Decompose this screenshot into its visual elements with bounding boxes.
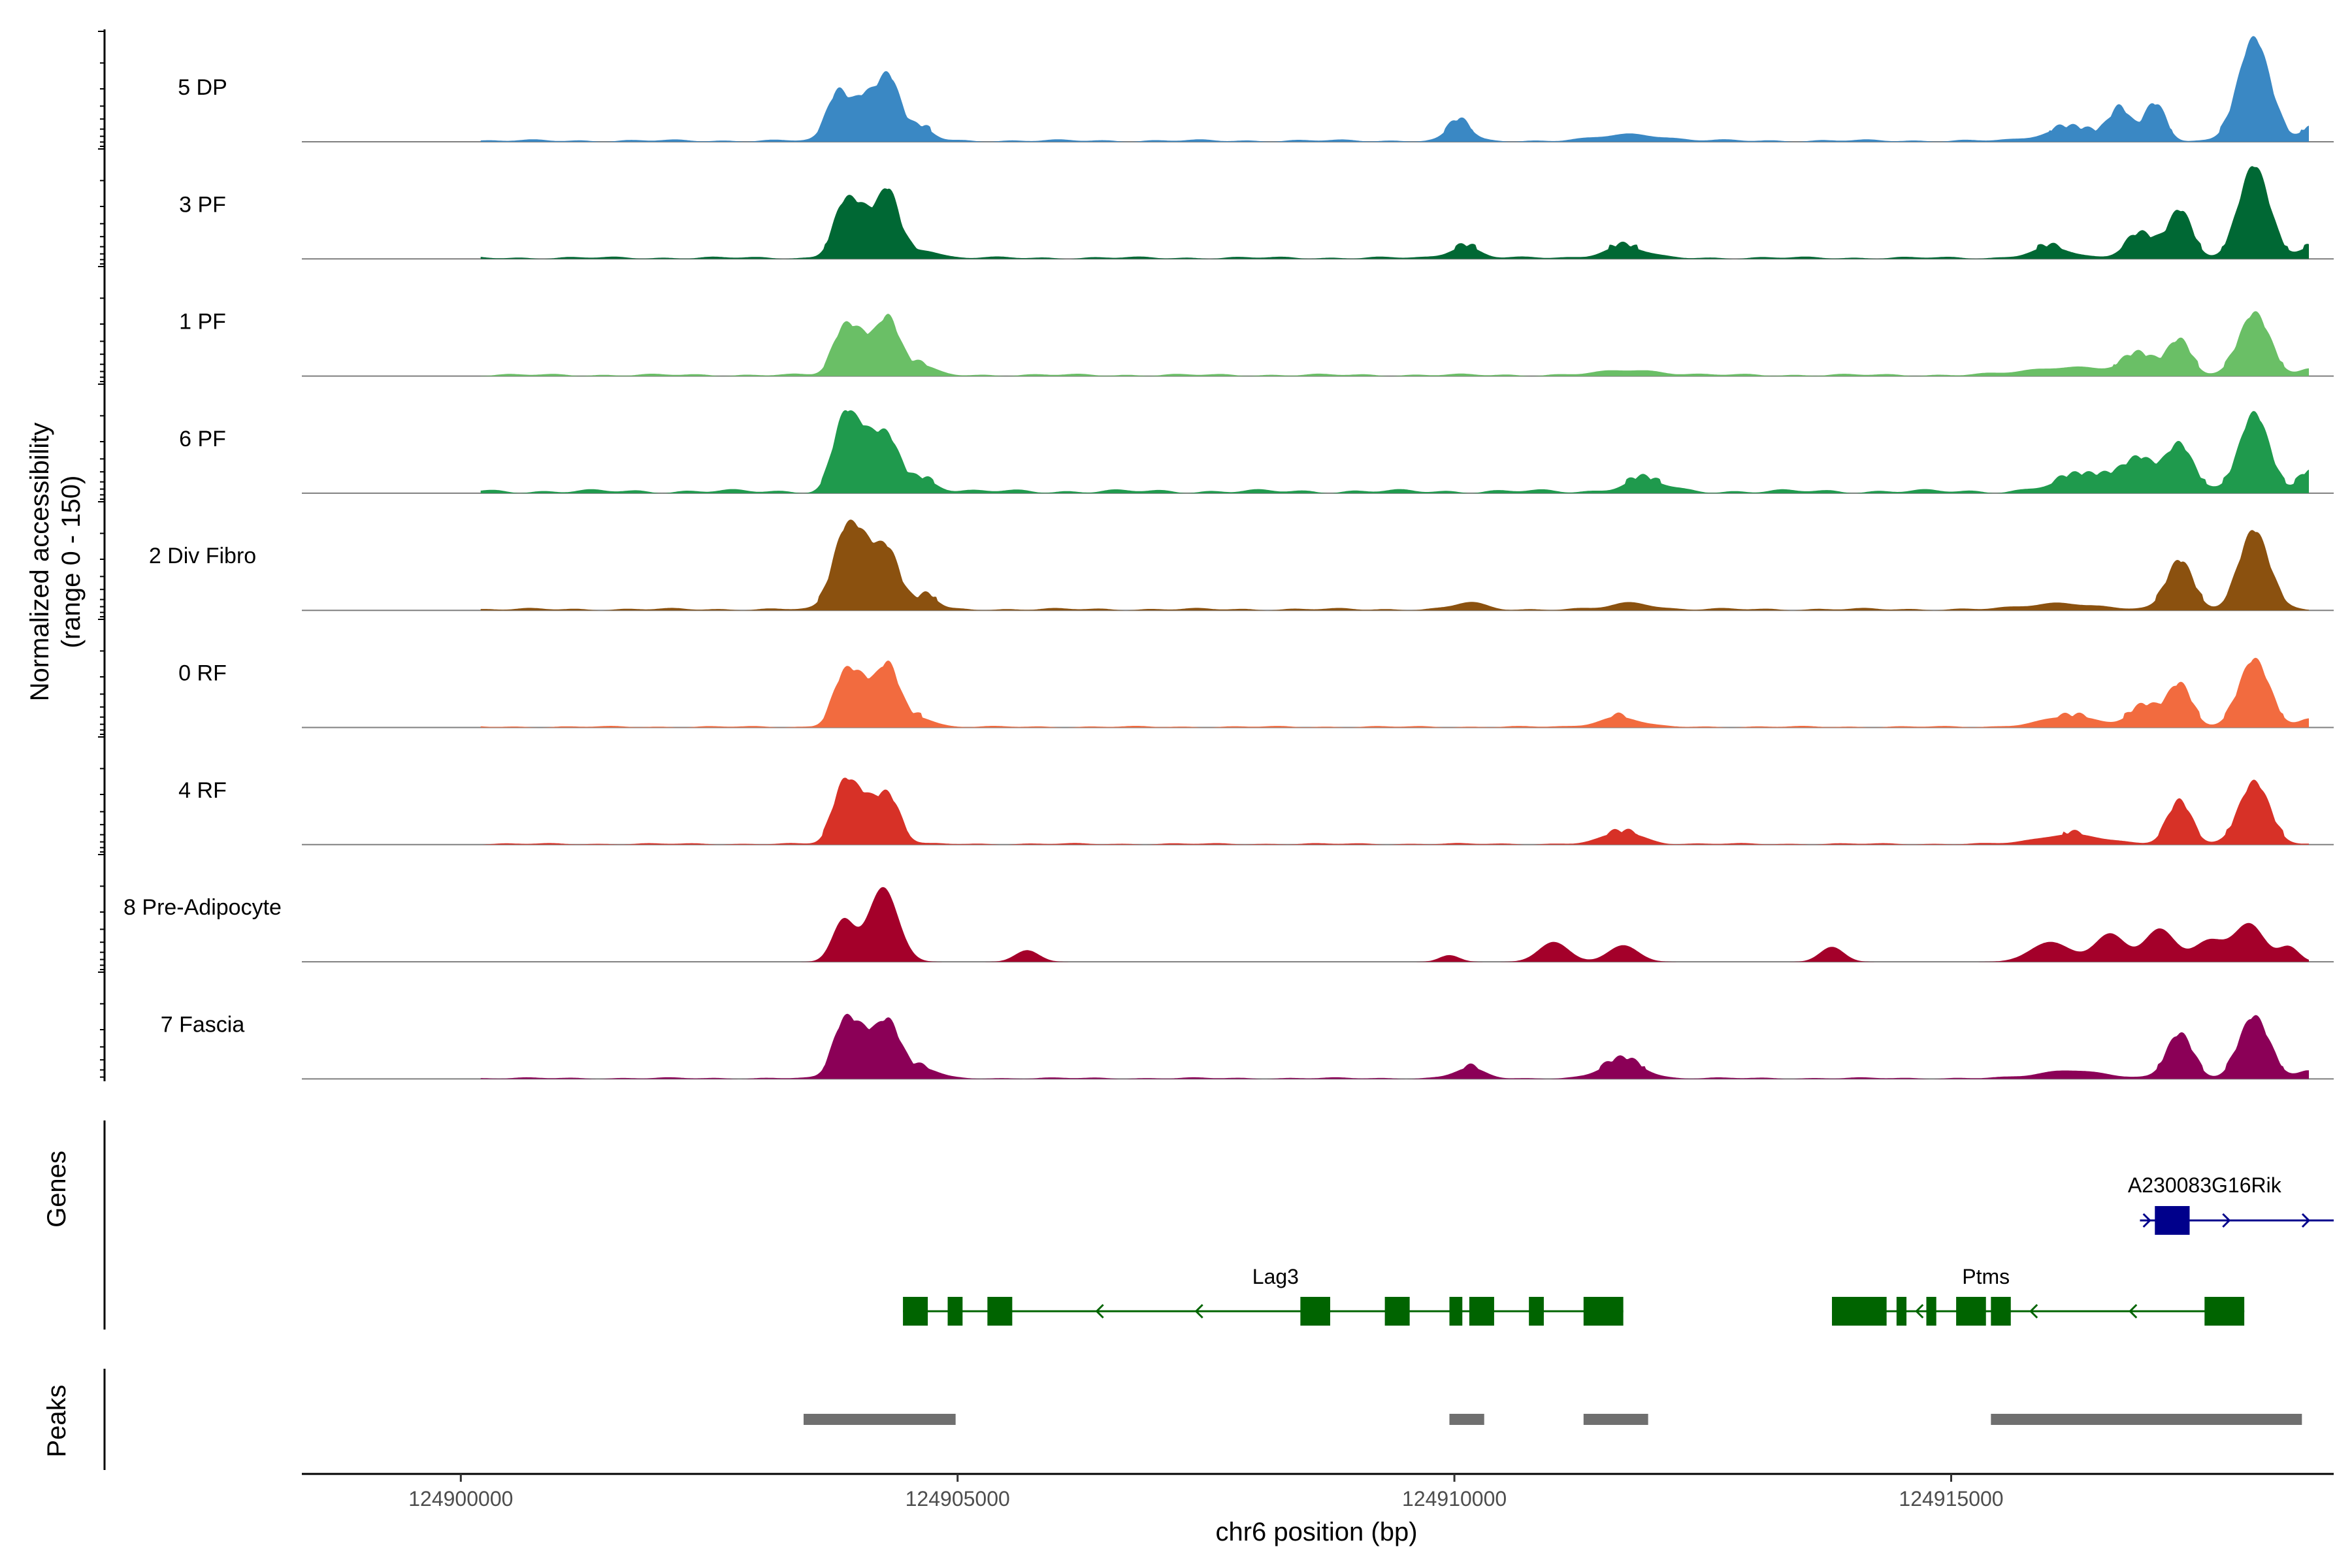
x-tick-label: 124910000 <box>1402 1487 1507 1511</box>
peak-regions <box>803 1414 2302 1425</box>
strand-arrow-icon <box>2301 1213 2311 1228</box>
coverage-area <box>480 657 2310 728</box>
track-1-pf: 1 PF <box>179 310 2334 377</box>
coverage-area <box>480 887 2310 962</box>
coverage-area <box>480 410 2310 493</box>
x-tick-label: 124905000 <box>906 1487 1010 1511</box>
coverage-area <box>480 36 2310 142</box>
gene-ptms: Ptms <box>1832 1265 2245 1326</box>
coverage-area <box>480 311 2310 376</box>
track-label: 4 RF <box>178 778 227 803</box>
coverage-area <box>480 166 2310 259</box>
track-5-dp: 5 DP <box>178 36 2334 142</box>
y-axis-title-line2: (range 0 - 150) <box>57 476 86 649</box>
gene-name-label: A230083G16Rik <box>2128 1173 2282 1197</box>
gene-exon <box>2155 1206 2190 1235</box>
coverage-tracks: 5 DP 3 PF 1 PF 6 PF 2 Div Fibro 0 RF 4 RF 8 Pre… <box>123 36 2334 1080</box>
genes-panel-title: Genes <box>42 1151 71 1228</box>
track-label: 6 PF <box>179 427 226 451</box>
gene-exon <box>987 1297 1013 1326</box>
track-label: 5 DP <box>178 75 227 100</box>
gene-exon <box>1896 1297 1907 1326</box>
gene-annotations: A230083G16Rik Lag3 Ptms <box>903 1173 2334 1326</box>
gene-a230083g16rik: A230083G16Rik <box>2128 1173 2334 1235</box>
track-3-pf: 3 PF <box>179 166 2334 260</box>
gene-exon <box>1300 1297 1331 1326</box>
strand-arrow-icon <box>1095 1303 1104 1319</box>
track-label: 7 Fascia <box>161 1012 245 1037</box>
strand-arrow-icon <box>2029 1303 2038 1319</box>
gene-exon <box>1583 1297 1624 1326</box>
coverage-area <box>480 519 2310 611</box>
peak-bar <box>1583 1414 1648 1425</box>
x-axis-ticks: 124900000 124905000 124910000 124915000 <box>408 1474 2004 1511</box>
peak-bar <box>1449 1414 1484 1425</box>
y-axis-title-line1: Normalized accessibility <box>25 423 54 702</box>
gene-exon <box>1991 1297 2011 1326</box>
gene-exon <box>1384 1297 1410 1326</box>
gene-name-label: Ptms <box>1962 1265 2010 1288</box>
coverage-area <box>480 1013 2310 1079</box>
track-7-fascia: 7 Fascia <box>161 1012 2334 1080</box>
strand-arrow-icon <box>2142 1213 2151 1228</box>
strand-arrow-icon <box>1915 1303 1924 1319</box>
gene-exon <box>1449 1297 1463 1326</box>
x-tick-label: 124915000 <box>1899 1487 2003 1511</box>
gene-exon <box>903 1297 928 1326</box>
coverage-area <box>480 777 2310 845</box>
x-tick-label: 124900000 <box>408 1487 513 1511</box>
track-label: 8 Pre-Adipocyte <box>123 895 282 920</box>
peak-bar <box>1991 1414 2302 1425</box>
gene-exon <box>1529 1297 1544 1326</box>
peaks-panel-title: Peaks <box>42 1384 71 1457</box>
gene-exon <box>1956 1297 1986 1326</box>
gene-lag3: Lag3 <box>903 1265 1624 1326</box>
track-8-pre-adipocyte: 8 Pre-Adipocyte <box>123 887 2334 963</box>
track-label: 0 RF <box>178 661 227 686</box>
coverage-axis-ticks <box>98 31 105 1078</box>
track-0-rf: 0 RF <box>178 657 2334 728</box>
gene-name-label: Lag3 <box>1252 1265 1299 1288</box>
gene-exon <box>1926 1297 1936 1326</box>
track-6-pf: 6 PF <box>179 410 2334 494</box>
track-label: 2 Div Fibro <box>149 544 256 568</box>
gene-exon <box>947 1297 963 1326</box>
strand-arrow-icon <box>2129 1303 2138 1319</box>
track-4-rf: 4 RF <box>178 777 2334 845</box>
gene-exon <box>1832 1297 1887 1326</box>
track-2-div-fibro: 2 Div Fibro <box>149 519 2334 612</box>
strand-arrow-icon <box>1194 1303 1203 1319</box>
track-label: 3 PF <box>179 192 226 217</box>
gene-exon <box>1469 1297 1494 1326</box>
peak-bar <box>803 1414 956 1425</box>
strand-arrow-icon <box>1482 1303 1492 1319</box>
gene-exon <box>2204 1297 2245 1326</box>
strand-arrow-icon <box>2222 1213 2231 1228</box>
track-label: 1 PF <box>179 310 226 335</box>
x-axis-title: chr6 position (bp) <box>1215 1518 1417 1546</box>
